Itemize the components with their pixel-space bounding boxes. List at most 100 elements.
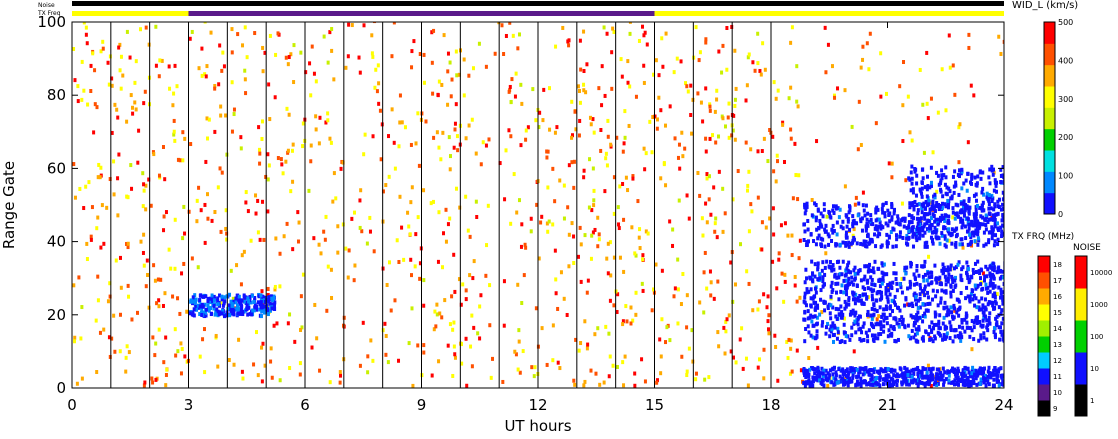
- echo-cell: [173, 327, 177, 332]
- echo-cell: [266, 152, 270, 157]
- echo-cell: [997, 34, 1001, 39]
- echo-cell: [935, 170, 939, 175]
- echo-cell: [183, 231, 187, 236]
- echo-cell: [476, 331, 480, 336]
- echo-cell: [886, 208, 890, 213]
- echo-cell: [970, 172, 974, 177]
- echo-cell: [845, 224, 849, 229]
- echo-cell: [582, 168, 586, 173]
- noise-strip: [72, 1, 1004, 6]
- echo-cell: [830, 238, 834, 243]
- echo-cell: [855, 374, 859, 379]
- echo-cell: [513, 349, 517, 354]
- echo-cell: [806, 239, 810, 244]
- echo-cell: [338, 380, 342, 385]
- echo-cell: [906, 378, 910, 383]
- echo-cell: [942, 335, 946, 340]
- echo-cell: [987, 300, 991, 305]
- echo-cell: [953, 169, 957, 174]
- echo-cell: [935, 367, 939, 372]
- main-colorbar-swatch-4: [1044, 107, 1055, 130]
- echo-cell: [206, 192, 210, 197]
- echo-cell: [881, 203, 885, 208]
- echo-cell: [863, 379, 867, 384]
- echo-cell: [849, 241, 853, 246]
- echo-cell: [837, 297, 841, 302]
- echo-cell: [816, 365, 820, 370]
- echo-cell: [686, 89, 690, 94]
- echo-cell: [942, 173, 946, 178]
- echo-cell: [587, 205, 591, 210]
- echo-cell: [704, 37, 708, 42]
- echo-cell: [515, 210, 519, 215]
- echo-cell: [269, 359, 273, 364]
- echo-cell: [98, 175, 102, 180]
- echo-cell: [398, 194, 402, 199]
- echo-cell: [286, 321, 290, 326]
- echo-cell: [734, 86, 738, 91]
- echo-cell: [212, 303, 216, 308]
- echo-cell: [413, 264, 417, 269]
- echo-cell: [969, 274, 973, 279]
- echo-cell: [747, 281, 751, 286]
- echo-cell: [938, 279, 942, 284]
- echo-cell: [994, 221, 998, 226]
- echo-cell: [152, 263, 156, 268]
- echo-cell: [875, 369, 879, 374]
- echo-cell: [992, 274, 996, 279]
- echo-cell: [260, 345, 264, 350]
- echo-cell: [803, 280, 807, 285]
- echo-cell: [831, 288, 835, 293]
- echo-cell: [286, 62, 290, 67]
- echo-cell: [948, 320, 952, 325]
- echo-cell: [787, 337, 791, 342]
- echo-cell: [876, 234, 880, 239]
- echo-cell: [793, 283, 797, 288]
- echo-cell: [371, 358, 375, 363]
- echo-cell: [893, 302, 897, 307]
- echo-cell: [720, 70, 724, 75]
- echo-cell: [655, 378, 659, 383]
- echo-cell: [195, 198, 199, 203]
- echo-cell: [950, 274, 954, 279]
- echo-cell: [208, 299, 212, 304]
- echo-cell: [108, 281, 112, 286]
- noise-colorbar-tick-2: 100: [1090, 333, 1103, 341]
- echo-cell: [723, 211, 727, 216]
- echo-cell: [252, 308, 256, 313]
- echo-cell: [815, 373, 819, 378]
- echo-cell: [896, 214, 900, 219]
- echo-cell: [966, 379, 970, 384]
- echo-cell: [118, 68, 122, 73]
- echo-cell: [967, 45, 971, 50]
- echo-cell: [225, 231, 229, 236]
- echo-cell: [917, 368, 921, 373]
- echo-cell: [899, 285, 903, 290]
- echo-cell: [949, 294, 953, 299]
- echo-cell: [292, 80, 296, 85]
- echo-cell: [789, 346, 793, 351]
- echo-cell: [894, 339, 898, 344]
- echo-cell: [912, 205, 916, 210]
- echo-cell: [444, 207, 448, 212]
- echo-cell: [926, 271, 930, 276]
- echo-cell: [920, 225, 924, 230]
- echo-cell: [228, 313, 232, 318]
- echo-cell: [606, 241, 610, 246]
- echo-cell: [201, 337, 205, 342]
- echo-cell: [596, 326, 600, 331]
- echo-cell: [609, 142, 613, 147]
- echo-cell: [946, 308, 950, 313]
- echo-cell: [828, 368, 832, 373]
- echo-cell: [583, 319, 587, 324]
- echo-cell: [124, 355, 128, 360]
- echo-cell: [853, 319, 857, 324]
- echo-cell: [822, 207, 826, 212]
- echo-cell: [956, 203, 960, 208]
- echo-cell: [221, 50, 225, 55]
- echo-cell: [739, 242, 743, 247]
- echo-cell: [805, 370, 809, 375]
- echo-cell: [955, 211, 959, 216]
- echo-cell: [991, 172, 995, 177]
- echo-cell: [844, 333, 848, 338]
